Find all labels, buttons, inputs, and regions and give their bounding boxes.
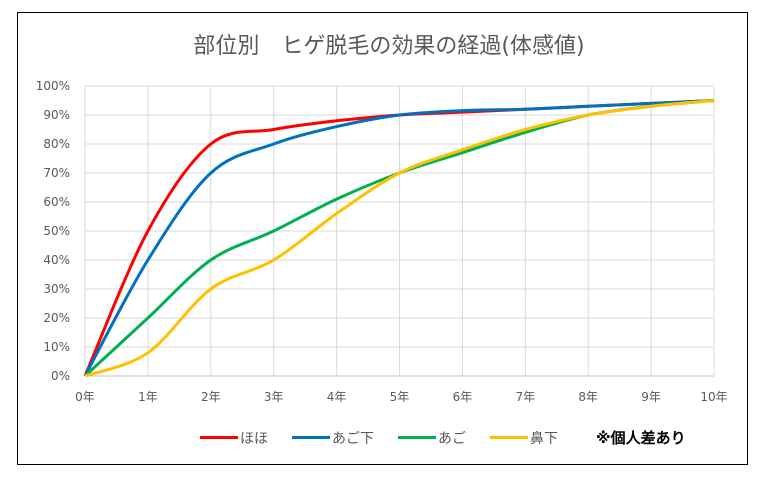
x-tick-label: 6年 <box>453 390 473 404</box>
y-tick-label: 90% <box>43 108 70 122</box>
x-tick-label: 4年 <box>327 390 347 404</box>
legend-item: あご <box>398 428 466 448</box>
y-tick-label: 80% <box>43 137 70 151</box>
legend-item: ほほ <box>200 428 268 448</box>
legend-item: あご下 <box>292 428 374 448</box>
y-tick-label: 30% <box>43 282 70 296</box>
annotation-note: ※個人差あり <box>596 429 686 447</box>
x-tick-label: 1年 <box>138 390 158 404</box>
y-tick-label: 60% <box>43 195 70 209</box>
x-tick-label: 2年 <box>201 390 221 404</box>
y-tick-label: 0% <box>51 369 70 383</box>
legend: ほほ あご下 あご 鼻下 ※個人差あり <box>200 427 686 448</box>
y-tick-label: 40% <box>43 253 70 267</box>
legend-swatch <box>200 436 238 439</box>
legend-label: 鼻下 <box>530 430 558 447</box>
y-tick-label: 70% <box>43 166 70 180</box>
y-tick-label: 50% <box>43 224 70 238</box>
x-tick-label: 5年 <box>390 390 410 404</box>
x-tick-label: 9年 <box>641 390 661 404</box>
x-tick-label: 7年 <box>515 390 535 404</box>
legend-swatch <box>490 436 528 439</box>
x-tick-label: 10年 <box>700 390 727 404</box>
legend-label: あご下 <box>332 430 374 447</box>
x-tick-label: 8年 <box>578 390 598 404</box>
legend-item: 鼻下 <box>490 428 558 448</box>
series-line-鼻下 <box>84 99 715 378</box>
y-tick-label: 100% <box>36 79 70 93</box>
series-line-あご下 <box>83 99 715 377</box>
legend-swatch <box>398 436 436 439</box>
x-tick-label: 0年 <box>75 390 95 404</box>
legend-swatch <box>292 436 330 439</box>
x-tick-label: 3年 <box>264 390 284 404</box>
chart-title: 部位別 ヒゲ脱毛の効果の経過(体感値) <box>193 34 585 59</box>
legend-label: あご <box>438 430 466 447</box>
y-tick-label: 20% <box>43 311 70 325</box>
chart-frame <box>17 12 748 465</box>
legend-label: ほほ <box>240 430 268 447</box>
y-tick-label: 10% <box>43 340 70 354</box>
